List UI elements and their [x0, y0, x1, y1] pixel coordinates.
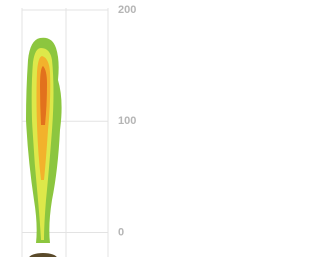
y-tick-label: 100 [118, 115, 136, 127]
y-tick-label: 0 [118, 226, 124, 238]
y-tick-label: 200 [118, 4, 136, 16]
chart: 0 100 200 [0, 0, 248, 257]
